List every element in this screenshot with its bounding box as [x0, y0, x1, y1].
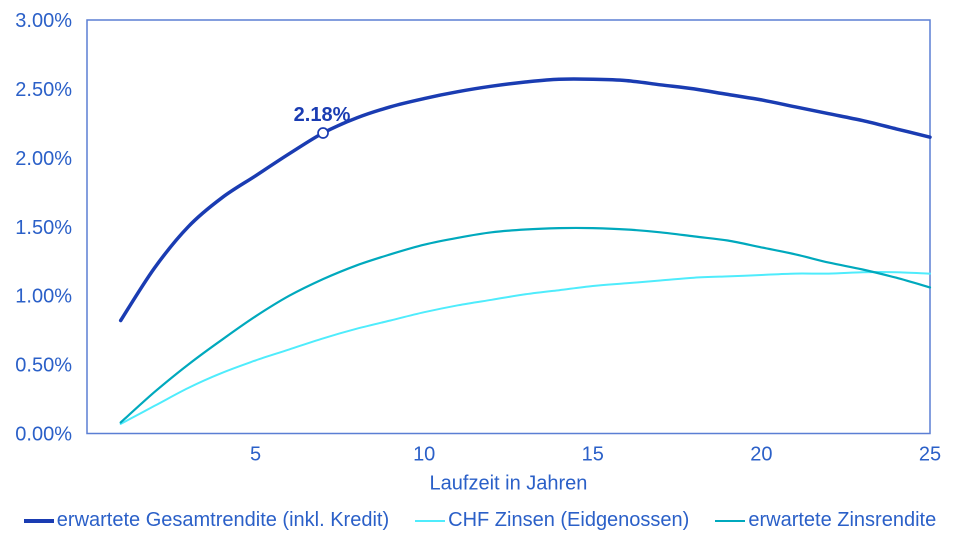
legend-label-gesamtrendite: erwartete Gesamtrendite (inkl. Kredit) [56, 509, 390, 531]
legend-item-chf-zinsen: CHF Zinsen (Eidgenossen) [415, 509, 689, 532]
legend-item-zinsrendite: erwartete Zinsrendite [715, 509, 936, 532]
annotation-label: 2.18% [294, 104, 351, 126]
legend: erwartete Gesamtrendite (inkl. Kredit) C… [0, 509, 960, 532]
legend-line-chf-zinsen-icon [415, 519, 446, 522]
x-tick-label: 5 [250, 444, 261, 466]
x-tick-label: 20 [750, 444, 772, 466]
y-tick-label: 0.00% [15, 424, 72, 446]
series-line-1 [119, 271, 931, 425]
x-tick-label: 10 [413, 444, 435, 466]
y-tick-label: 1.00% [15, 286, 72, 308]
series-line-2 [119, 226, 932, 424]
plot-border [86, 19, 931, 435]
x-tick-label: 25 [919, 444, 941, 466]
y-tick-label: 2.50% [15, 79, 72, 101]
x-tick-label: 15 [582, 444, 604, 466]
y-tick-label: 1.50% [15, 217, 72, 239]
legend-item-gesamtrendite: erwartete Gesamtrendite (inkl. Kredit) [23, 509, 390, 532]
legend-label-zinsrendite: erwartete Zinsrendite [748, 509, 937, 531]
y-tick-label: 2.00% [15, 148, 72, 170]
legend-line-gesamtrendite-icon [23, 518, 54, 523]
y-tick-label: 3.00% [15, 10, 72, 32]
legend-label-chf-zinsen: CHF Zinsen (Eidgenossen) [448, 509, 690, 531]
annotation-marker [317, 127, 329, 139]
y-tick-label: 0.50% [15, 355, 72, 377]
yield-curve-chart: 0.00% 0.50% 1.00% 1.50% 2.00% 2.50% 3.00% 5 10 15… [15, 10, 941, 495]
legend-line-zinsrendite-icon [715, 519, 746, 522]
x-axis-title: Laufzeit in Jahren [430, 473, 588, 495]
series-line-0 [118, 77, 932, 323]
